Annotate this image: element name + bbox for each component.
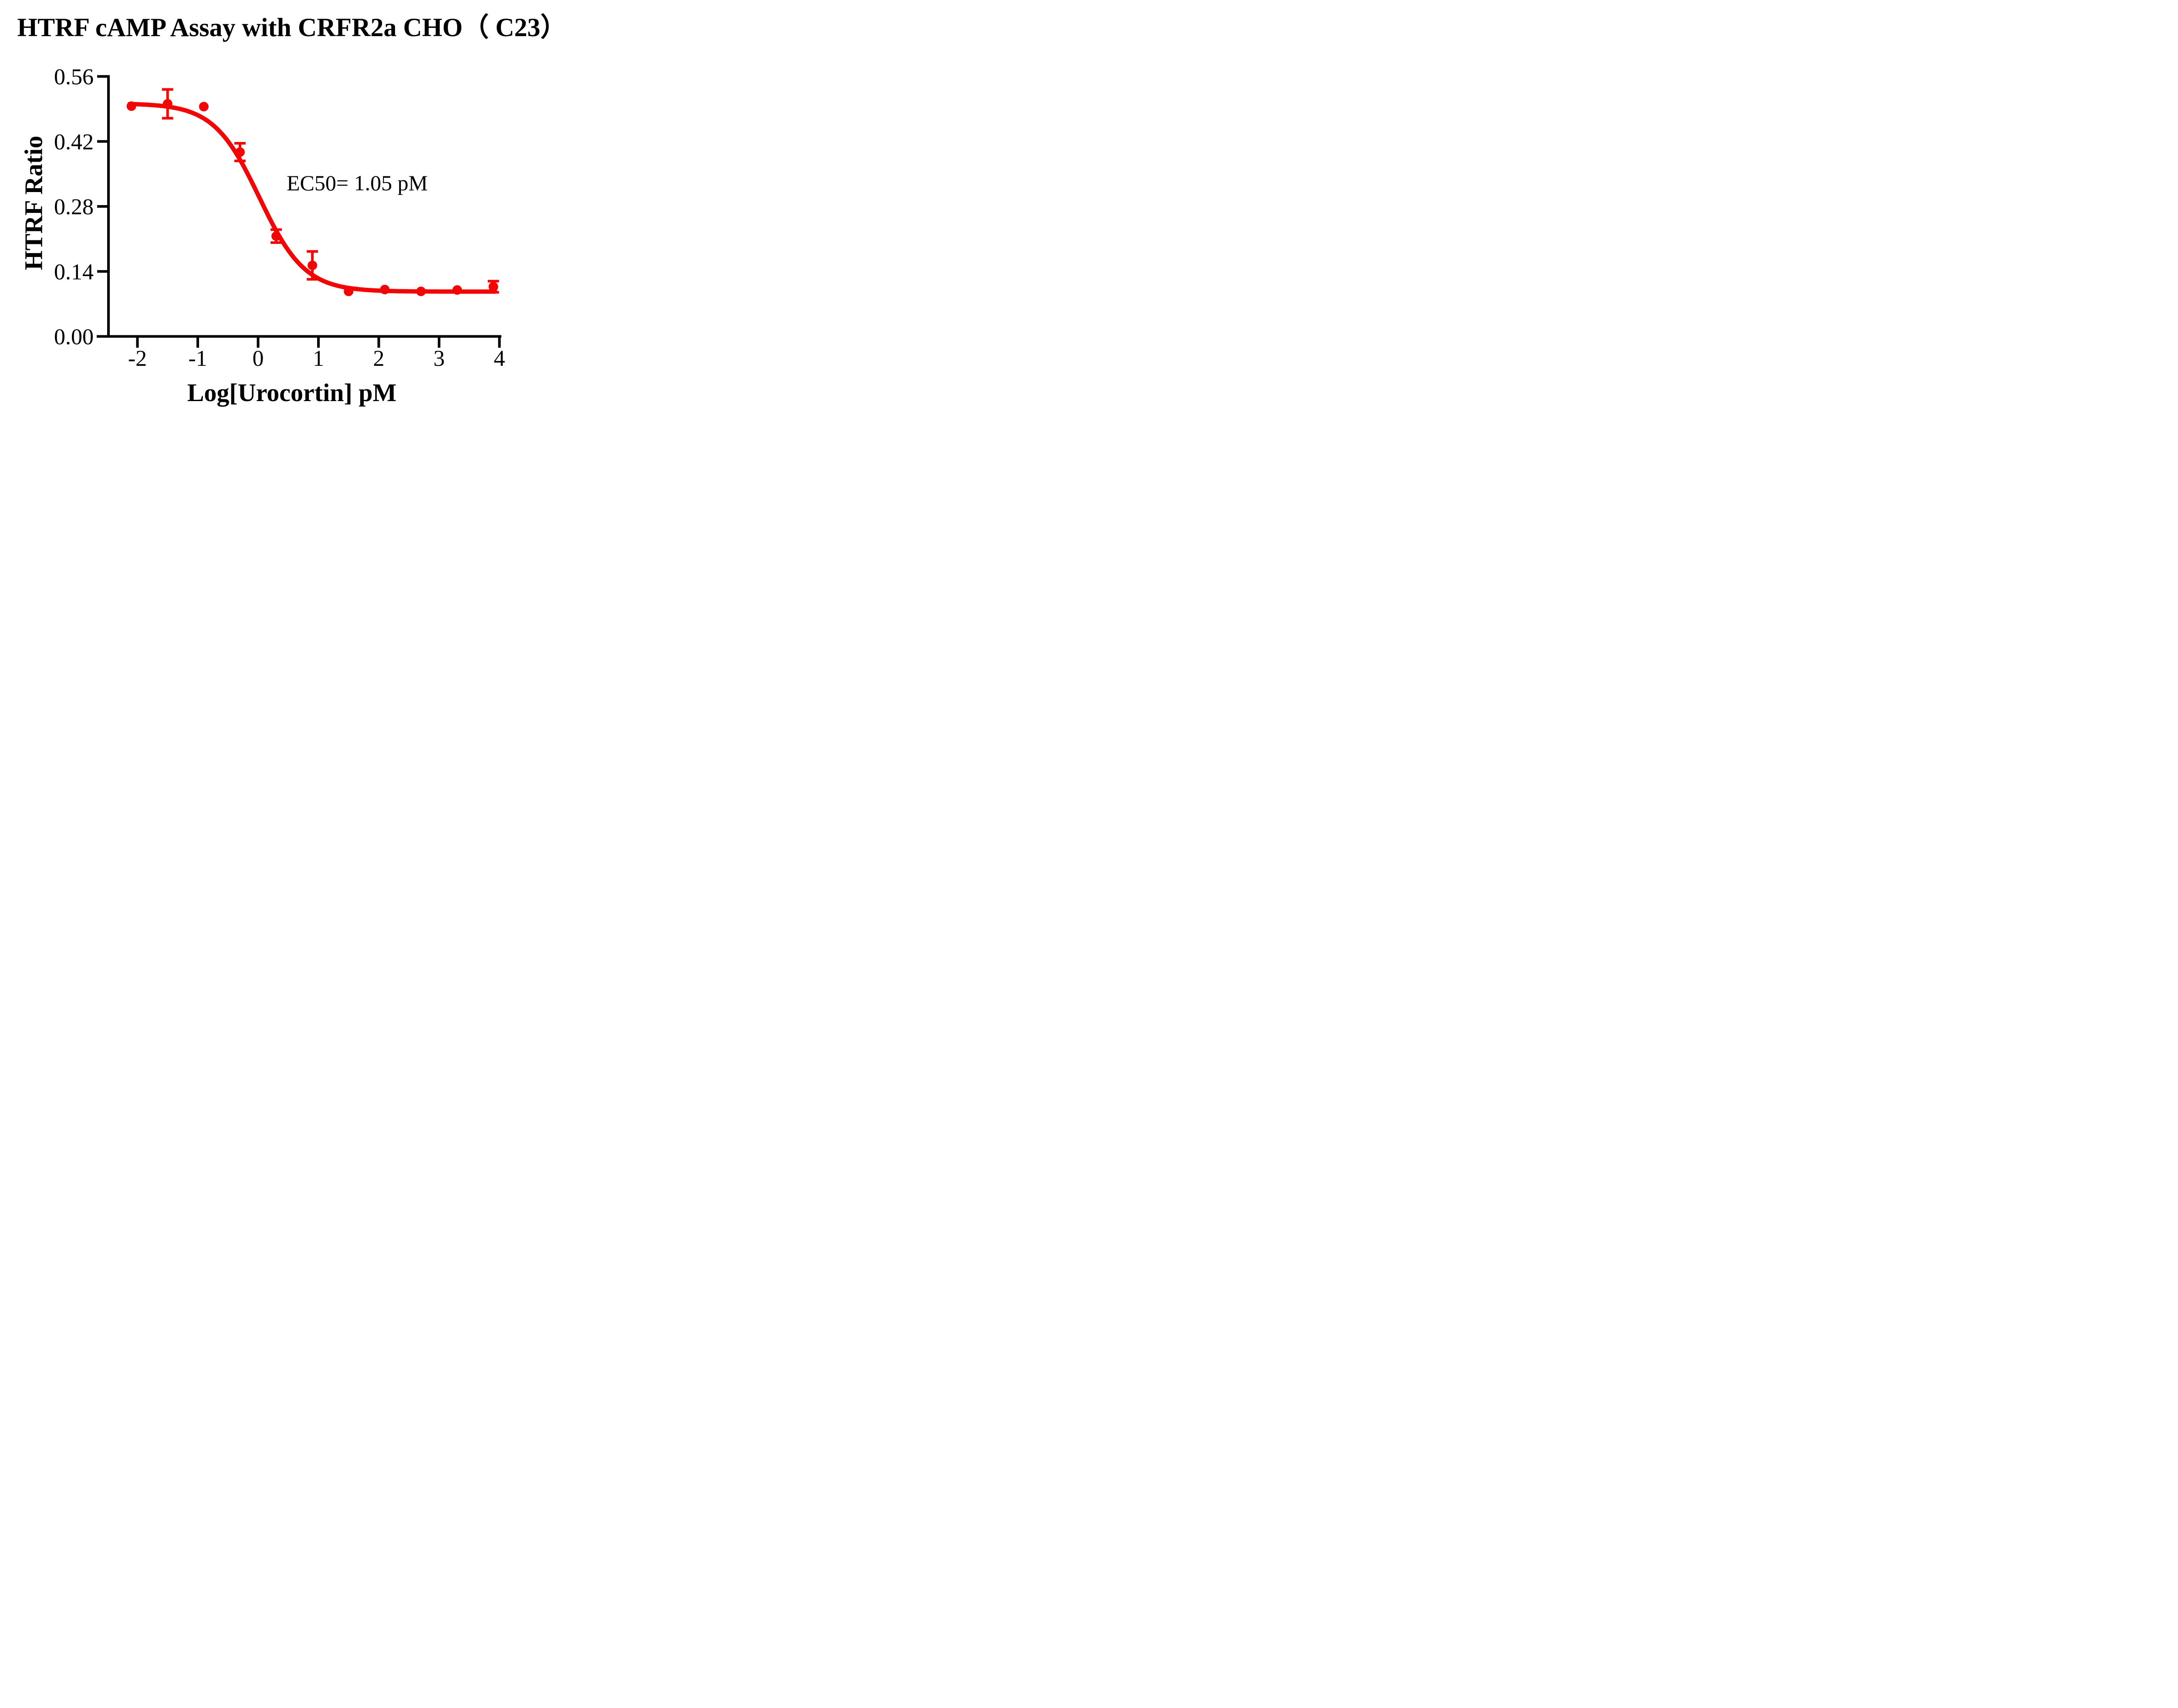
ec50-annotation: EC50= 1.05 pM xyxy=(287,171,428,195)
y-axis-tick-label: 0.42 xyxy=(54,130,94,155)
x-axis-tick-label: 0 xyxy=(253,346,264,371)
x-axis-tick xyxy=(136,338,139,348)
y-axis-tick xyxy=(97,205,107,208)
data-point xyxy=(162,99,172,109)
x-axis-tick-label: 2 xyxy=(373,346,385,371)
data-point xyxy=(271,231,281,241)
data-point xyxy=(344,287,354,297)
x-axis-tick-label: -2 xyxy=(128,346,147,371)
y-axis-tick-label: 0.56 xyxy=(54,65,94,90)
chart-canvas: HTRF cAMP Assay with CRFR2a CHO（ C23） HT… xyxy=(0,0,584,427)
x-axis-tick-label: -1 xyxy=(188,346,207,371)
plot-area: 0.00 0.14 0.28 0.42 0.56 -2 -1 0 1 2 3 4 xyxy=(54,65,505,371)
data-point xyxy=(308,260,318,270)
y-axis-tick xyxy=(97,270,107,273)
data-point xyxy=(488,282,498,292)
data-point xyxy=(452,285,462,295)
x-axis-line xyxy=(97,335,501,338)
x-axis-tick xyxy=(257,338,260,348)
y-axis-tick xyxy=(97,335,107,338)
x-axis-title: Log[Urocortin] pM xyxy=(187,378,397,407)
y-axis-tick xyxy=(97,75,107,78)
x-axis-tick-label: 3 xyxy=(433,346,445,371)
data-point xyxy=(126,101,136,111)
y-axis-line xyxy=(107,75,110,338)
data-point xyxy=(199,101,209,111)
data-point xyxy=(380,284,390,294)
y-axis-tick xyxy=(97,140,107,143)
x-axis-tick xyxy=(498,338,501,348)
x-axis-tick-label: 1 xyxy=(313,346,324,371)
x-axis-tick-label: 4 xyxy=(494,346,505,371)
y-axis-tick-label: 0.28 xyxy=(54,195,94,219)
x-axis-tick xyxy=(196,338,199,348)
data-point xyxy=(235,147,245,157)
data-point xyxy=(416,287,426,297)
y-axis-tick-label: 0.14 xyxy=(54,260,94,284)
y-axis-tick-label: 0.00 xyxy=(54,325,94,350)
chart-title: HTRF cAMP Assay with CRFR2a CHO（ C23） xyxy=(17,13,567,42)
x-axis-tick xyxy=(377,338,380,348)
x-axis-tick xyxy=(317,338,320,348)
x-axis-tick xyxy=(438,338,440,348)
